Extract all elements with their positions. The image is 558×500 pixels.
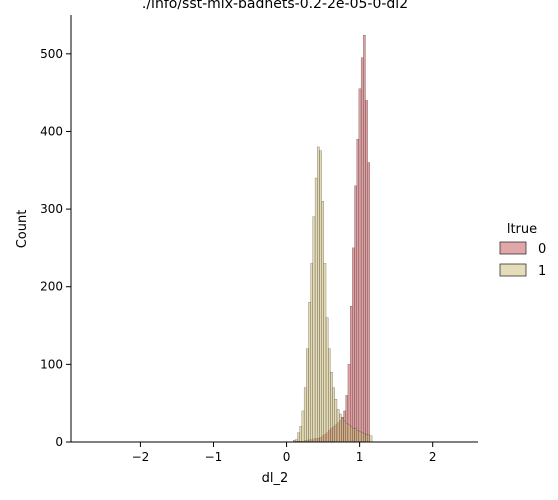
bar-series-1-13 bbox=[323, 263, 327, 443]
x-ticks: −2 −1 0 1 2 bbox=[132, 442, 437, 464]
bar-series-1-12 bbox=[321, 201, 324, 443]
bar-series-1-34 bbox=[369, 435, 373, 443]
bar-series-0-28 bbox=[354, 185, 357, 443]
x-axis-label: dl_2 bbox=[262, 471, 289, 486]
legend-label-0: 0 bbox=[538, 242, 546, 257]
y-tick-label: 200 bbox=[40, 280, 63, 294]
bar-series-1-4 bbox=[303, 387, 307, 443]
bar-series-1-1 bbox=[297, 432, 300, 443]
bar-series-0-34 bbox=[367, 162, 370, 443]
chart-title: ./info/sst-mix-badnets-0.2-2e-05-0-dl2 bbox=[142, 0, 408, 12]
legend-title: ltrue bbox=[507, 222, 537, 237]
bar-series-1-30 bbox=[360, 432, 364, 443]
bar-series-1-33 bbox=[367, 434, 370, 443]
bar-series-0-29 bbox=[356, 139, 360, 443]
y-tick-label: 300 bbox=[40, 202, 63, 216]
bar-series-1-10 bbox=[317, 146, 320, 443]
bar-series-1-2 bbox=[299, 426, 303, 443]
bar-series-1-5 bbox=[306, 348, 309, 443]
y-ticks: 0 100 200 300 400 500 bbox=[40, 47, 71, 449]
bar-series-1-19 bbox=[336, 409, 340, 443]
y-axis-label: Count bbox=[15, 210, 30, 249]
bar-series-1-18 bbox=[334, 399, 338, 443]
bar-series-1-28 bbox=[356, 430, 360, 443]
y-tick-label: 400 bbox=[40, 124, 63, 138]
y-tick-label: 0 bbox=[55, 435, 63, 449]
bar-series-0-33 bbox=[365, 100, 368, 443]
bar-series-1-31 bbox=[363, 433, 366, 443]
bar-series-0-32 bbox=[363, 35, 366, 443]
bar-series-1-17 bbox=[332, 387, 335, 443]
x-tick-label: −1 bbox=[205, 450, 223, 464]
legend: ltrue 0 1 bbox=[499, 222, 546, 279]
bar-series-0-27 bbox=[352, 247, 355, 443]
x-tick-label: 1 bbox=[356, 450, 364, 464]
bar-series-0-26 bbox=[350, 306, 353, 443]
bar-series-1-25 bbox=[350, 426, 353, 443]
bar-series-1-23 bbox=[345, 423, 349, 443]
x-tick-label: −2 bbox=[132, 450, 150, 464]
bar-series-1-3 bbox=[301, 410, 305, 443]
bar-series-0-30 bbox=[358, 88, 362, 443]
bar-series-1-8 bbox=[312, 216, 316, 443]
bar-series-1-11 bbox=[319, 150, 322, 443]
bar-series-1-27 bbox=[354, 428, 357, 443]
x-tick-label: 2 bbox=[429, 450, 437, 464]
bar-series-0-31 bbox=[360, 57, 364, 443]
bar-series-1-9 bbox=[314, 177, 318, 443]
bars-layer bbox=[293, 35, 373, 443]
bar-series-1-14 bbox=[325, 317, 329, 443]
legend-label-1: 1 bbox=[538, 264, 546, 279]
bar-series-1-16 bbox=[330, 372, 333, 443]
bar-series-1-20 bbox=[339, 413, 342, 443]
bar-series-1-7 bbox=[310, 263, 313, 443]
legend-swatch-0 bbox=[499, 241, 527, 255]
bar-series-1-32 bbox=[365, 434, 368, 443]
bar-series-1-6 bbox=[308, 302, 311, 443]
bar-series-1-21 bbox=[341, 418, 344, 443]
bar-series-1-22 bbox=[343, 420, 346, 443]
legend-swatch-1 bbox=[499, 263, 527, 277]
bar-series-1-29 bbox=[358, 431, 362, 443]
bar-series-1-26 bbox=[352, 427, 355, 443]
x-tick-label: 0 bbox=[283, 450, 291, 464]
bar-series-1-15 bbox=[328, 348, 331, 443]
bar-series-1-24 bbox=[347, 424, 351, 443]
y-tick-label: 100 bbox=[40, 357, 63, 371]
y-tick-label: 500 bbox=[40, 47, 63, 61]
